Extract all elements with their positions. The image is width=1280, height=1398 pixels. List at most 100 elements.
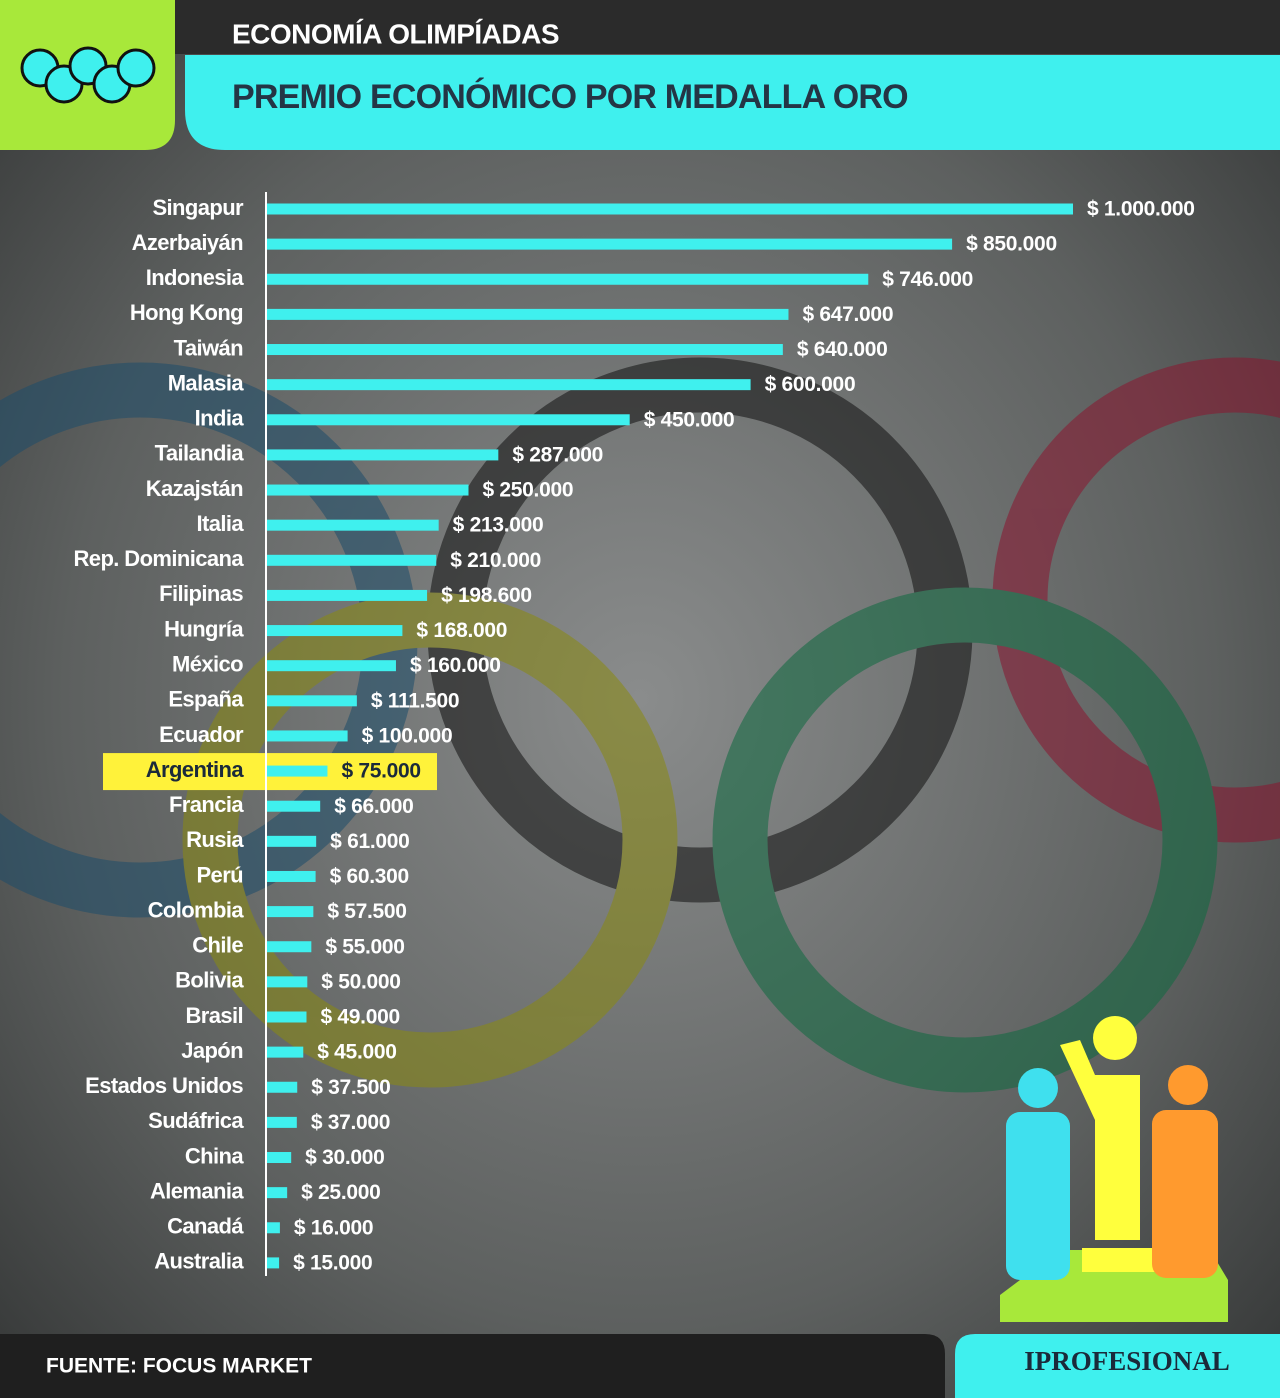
value-label: $ 210.000 bbox=[450, 549, 541, 572]
brand-box bbox=[955, 1334, 1280, 1398]
bar bbox=[267, 1152, 292, 1164]
bar bbox=[267, 203, 1073, 215]
category-label: Argentina bbox=[146, 757, 245, 782]
category-label: Indonesia bbox=[146, 265, 245, 290]
value-label: $ 49.000 bbox=[320, 1006, 399, 1029]
category-label: Francia bbox=[169, 792, 244, 817]
bar bbox=[267, 800, 321, 812]
footer-bar bbox=[0, 1334, 945, 1398]
value-label: $ 1.000.000 bbox=[1087, 198, 1195, 221]
value-label: $ 287.000 bbox=[512, 443, 603, 466]
value-label: $ 450.000 bbox=[644, 408, 735, 431]
category-label: Colombia bbox=[148, 897, 245, 922]
bar bbox=[267, 1222, 280, 1234]
bar bbox=[267, 273, 869, 285]
category-label: Malasia bbox=[168, 370, 245, 395]
bar bbox=[267, 870, 316, 882]
value-label: $ 60.300 bbox=[330, 865, 409, 888]
bar bbox=[267, 1116, 297, 1128]
brand: IPROFESIONAL bbox=[1024, 1346, 1230, 1376]
value-label: $ 213.000 bbox=[453, 514, 544, 537]
bar bbox=[267, 695, 357, 707]
category-label: Taiwán bbox=[174, 335, 244, 360]
bar bbox=[267, 660, 396, 672]
value-label: $ 746.000 bbox=[882, 268, 973, 291]
category-label: Azerbaiyán bbox=[132, 230, 244, 255]
bar bbox=[267, 730, 348, 742]
category-label: Rusia bbox=[186, 827, 244, 852]
bar bbox=[267, 1187, 288, 1199]
value-label: $ 50.000 bbox=[321, 970, 400, 993]
bar bbox=[267, 625, 403, 637]
category-label: Singapur bbox=[152, 195, 244, 220]
category-label: Canadá bbox=[167, 1214, 244, 1239]
category-label: Hong Kong bbox=[130, 300, 243, 325]
bar bbox=[267, 589, 428, 601]
category-label: Perú bbox=[196, 862, 243, 887]
value-label: $ 57.500 bbox=[327, 900, 406, 923]
bar bbox=[267, 344, 783, 356]
bar bbox=[267, 1011, 307, 1023]
value-label: $ 111.500 bbox=[371, 689, 459, 712]
bar bbox=[267, 976, 308, 988]
category-label: Italia bbox=[196, 511, 244, 536]
category-label: Brasil bbox=[185, 1003, 243, 1028]
category-label: Estados Unidos bbox=[85, 1073, 243, 1098]
value-label: $ 168.000 bbox=[416, 619, 507, 642]
bar bbox=[267, 484, 469, 496]
category-label: Ecuador bbox=[159, 722, 244, 747]
source: FUENTE: FOCUS MARKET bbox=[46, 1355, 312, 1378]
category-label: México bbox=[172, 652, 243, 677]
value-label: $ 37.500 bbox=[311, 1076, 390, 1099]
category-label: Alemania bbox=[150, 1178, 244, 1203]
bar bbox=[267, 414, 630, 426]
chart-title: ECONOMÍA OLIMPÍADAS bbox=[232, 18, 559, 49]
bar bbox=[267, 308, 789, 320]
value-label: $ 25.000 bbox=[301, 1181, 380, 1204]
bar bbox=[267, 765, 328, 777]
category-label: Australia bbox=[154, 1249, 244, 1274]
bar bbox=[267, 554, 437, 566]
value-label: $ 600.000 bbox=[765, 373, 856, 396]
podium-icon bbox=[1000, 1016, 1228, 1322]
bar bbox=[267, 906, 314, 918]
value-label: $ 37.000 bbox=[311, 1111, 390, 1134]
value-label: $ 647.000 bbox=[802, 303, 893, 326]
category-label: China bbox=[185, 1143, 244, 1168]
value-label: $ 66.000 bbox=[334, 795, 413, 818]
value-label: $ 100.000 bbox=[362, 724, 453, 747]
category-label: Japón bbox=[181, 1038, 243, 1063]
bar bbox=[267, 1081, 298, 1093]
category-label: España bbox=[168, 687, 244, 712]
bar bbox=[267, 1046, 304, 1058]
bar bbox=[267, 941, 312, 953]
value-label: $ 160.000 bbox=[410, 654, 501, 677]
bar bbox=[267, 379, 751, 391]
value-label: $ 16.000 bbox=[294, 1216, 373, 1239]
category-label: Filipinas bbox=[159, 581, 243, 606]
category-label: Rep. Dominicana bbox=[74, 546, 245, 571]
value-label: $ 75.000 bbox=[341, 760, 420, 783]
value-label: $ 850.000 bbox=[966, 233, 1057, 256]
header-bar bbox=[0, 0, 1280, 54]
category-label: Hungría bbox=[164, 616, 244, 641]
category-label: India bbox=[195, 406, 245, 431]
bar bbox=[267, 835, 317, 847]
value-label: $ 15.000 bbox=[293, 1251, 372, 1274]
value-label: $ 640.000 bbox=[797, 338, 888, 361]
bar bbox=[267, 519, 439, 531]
value-label: $ 61.000 bbox=[330, 830, 409, 853]
chart-subtitle: PREMIO ECONÓMICO POR MEDALLA ORO bbox=[232, 78, 908, 116]
value-label: $ 198.600 bbox=[441, 584, 532, 607]
bar bbox=[267, 449, 499, 461]
bar bbox=[267, 1257, 280, 1269]
coins-icon bbox=[20, 46, 156, 104]
subtitle-band bbox=[185, 55, 1280, 150]
category-label: Chile bbox=[192, 933, 243, 958]
category-label: Tailandia bbox=[155, 441, 245, 466]
value-label: $ 250.000 bbox=[483, 479, 574, 502]
bar bbox=[267, 238, 953, 250]
category-label: Kazajstán bbox=[146, 476, 243, 501]
value-label: $ 55.000 bbox=[325, 935, 404, 958]
